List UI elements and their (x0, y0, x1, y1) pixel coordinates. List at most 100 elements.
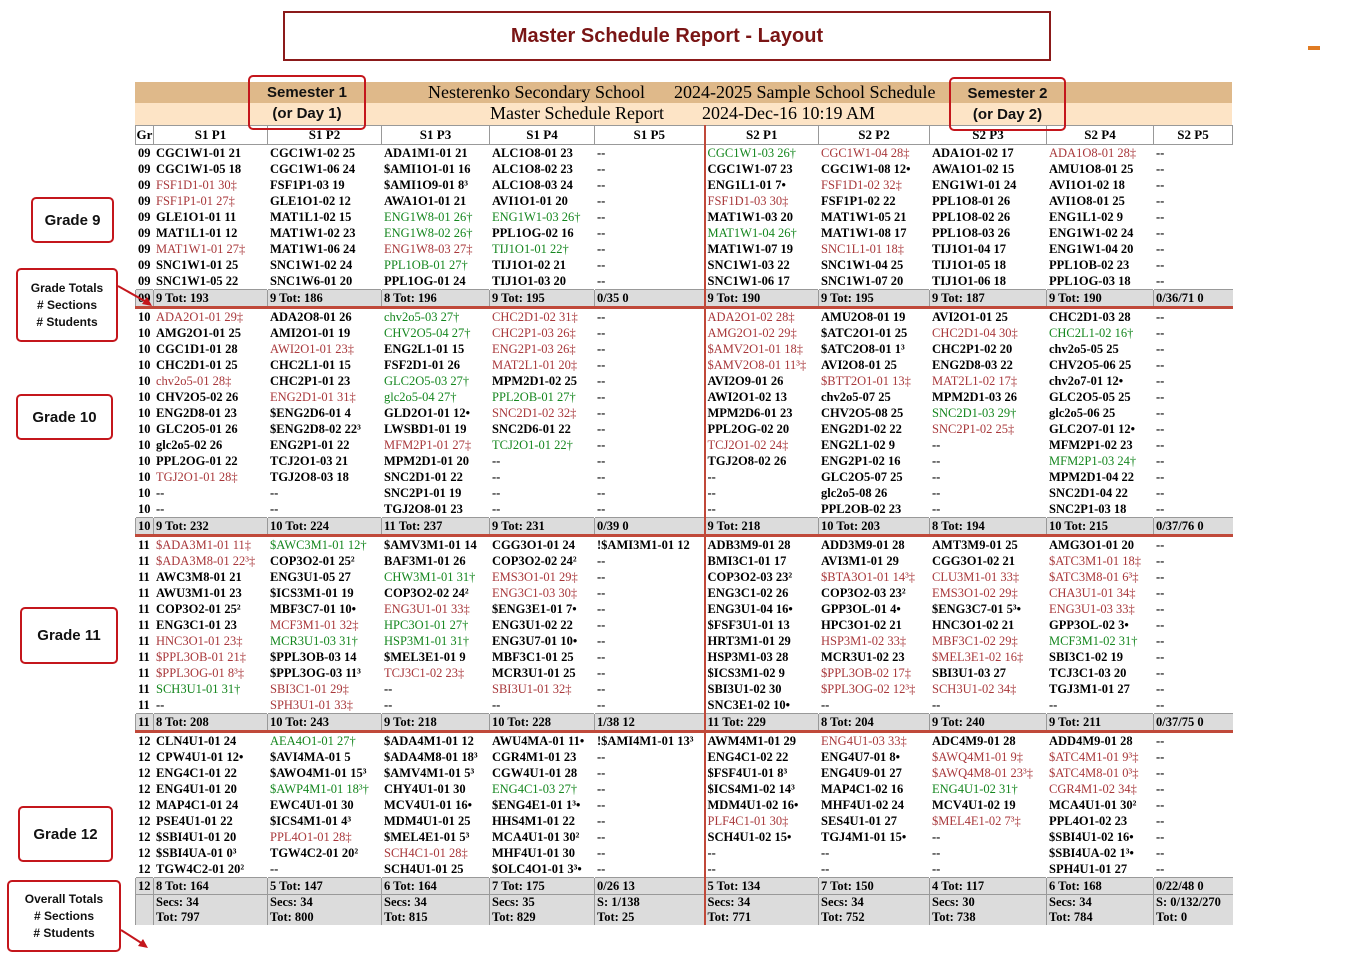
section-cell: $PPL3OB-02 17‡ (821, 666, 911, 680)
section-cell: TCJ3C1-02 23‡ (384, 666, 465, 680)
section-cell: SBI3C1-02 19 (1049, 650, 1123, 664)
table-row: 09 SNC1W1-01 25 SNC1W1-02 24 PPL1OB-01 27† T… (136, 257, 1233, 273)
section-cell: TCJ2O1-02 24‡ (703, 437, 819, 453)
section-cell: $AWO4M1-01 15³ (270, 766, 367, 780)
section-cell: SNC2P1-02 25‡ (932, 422, 1015, 436)
grade-cell: 09 (138, 274, 151, 288)
section-cell: PPL1OB-02 23 (1049, 258, 1130, 272)
table-row: 11 $ADA3M1-01 11‡ $AWC3M1-01 12† $AMV3M1-01… (136, 535, 1233, 553)
section-cell: AVI1O8-01 25 (1049, 194, 1125, 208)
schedule-table: Gr S1 P1 S1 P2 S1 P3 S1 P4 S1 P5 S2 P1 S2 P2 S2 … (135, 125, 1233, 925)
section-cell: -- (597, 666, 606, 680)
section-cell: HSP3M1-03 28 (703, 649, 819, 665)
section-cell: -- (1156, 422, 1165, 436)
column-header-s1-p2: S1 P2 (267, 125, 382, 145)
overall-total-cell: S: 1/138 Tot: 25 (594, 894, 705, 925)
table-row: 12 ENG4U1-01 20 $AWP4M1-01 18³† CHY4U1-01 3… (136, 781, 1233, 797)
section-cell: PPL1O8-03 26 (932, 226, 1011, 240)
total-cell: 0/37/76 0 (1153, 517, 1233, 537)
section-cell: -- (597, 438, 606, 452)
overall-total-cell: Secs: 35 Tot: 829 (489, 894, 595, 925)
section-cell: TCJ2O1-01 22† (492, 438, 573, 452)
section-cell: AWM4M1-01 29 (703, 731, 819, 749)
section-cell: chv2o5-05 25 (1049, 342, 1119, 356)
overall-total-cell: S: 0/132/270 Tot: 0 (1153, 894, 1233, 925)
table-row: 09 FSF1D1-01 30‡ FSF1P1-03 19 $AMI1O9-01 8³… (136, 177, 1233, 193)
section-cell: CGC1W1-04 28‡ (821, 146, 910, 160)
section-cell: MCV4U1-01 16• (384, 798, 473, 812)
semester-1-sublabel: (or Day 1) (272, 104, 342, 122)
sections-count: Secs: 34 (707, 895, 751, 909)
section-cell: FSF1P1-02 22 (821, 194, 896, 208)
sections-count: S: 0/132/270 (1156, 895, 1221, 909)
grade-totals-students: # Students (36, 314, 98, 329)
section-cell: $OLC4O1-01 3³• (492, 862, 582, 876)
table-row: 11 AWU3M1-01 23 $ICS3M1-01 19 COP3O2-02 24²… (136, 585, 1233, 601)
grade-cell: 10 (138, 422, 151, 436)
table-row: 09 FSF1P1-01 27‡ GLE1O1-02 12 AWA1O1-01 21 A… (136, 193, 1233, 209)
section-cell: TCJ2O1-03 21 (270, 454, 349, 468)
section-cell: -- (1156, 178, 1165, 192)
section-cell: FSF2D1-01 26 (384, 358, 461, 372)
section-cell: -- (270, 862, 279, 876)
section-cell: ENG2D1-02 22 (821, 422, 902, 436)
report-name: Master Schedule Report (490, 103, 664, 123)
section-cell: -- (597, 586, 606, 600)
section-cell: $MEL4E1-01 5³ (384, 830, 470, 844)
section-cell: -- (597, 634, 606, 648)
section-cell: $ATC4M1-01 9³‡ (1049, 750, 1139, 764)
section-cell: glc2o5-04 27† (384, 390, 457, 404)
section-cell: -- (1156, 782, 1165, 796)
section-cell: $MEL4E1-02 7³‡ (932, 814, 1021, 828)
section-cell: $AMV3M1-01 14 (384, 538, 477, 552)
column-header-gr: Gr (135, 125, 154, 145)
section-cell: -- (1156, 734, 1165, 748)
section-cell: FSF1D1-02 32‡ (821, 178, 902, 192)
grade-cell: 09 (138, 242, 151, 256)
section-cell: CHV2O5-08 25 (821, 406, 904, 420)
section-cell: SNC1W6-01 20 (270, 274, 353, 288)
section-cell: CHC2D1-02 31‡ (492, 310, 578, 324)
sections-count: Secs: 34 (384, 895, 427, 909)
section-cell: $PPL3OG-02 12³‡ (821, 682, 916, 696)
section-cell: TGW4C2-01 20² (156, 862, 245, 876)
grade-cell: 11 (138, 586, 150, 600)
section-cell: -- (597, 602, 606, 616)
students-total: Tot: 784 (1049, 910, 1093, 924)
section-cell: $SBI4UA-01 0³ (156, 846, 237, 860)
section-cell: -- (597, 618, 606, 632)
section-cell: CHC2P1-01 23 (270, 374, 351, 388)
grade-cell: 12 (138, 830, 151, 844)
section-cell: -- (1156, 682, 1165, 696)
section-cell: MPM2D1-04 22 (1049, 470, 1135, 484)
section-cell: MHF4U1-02 24 (821, 798, 904, 812)
section-cell: $ENG3C7-01 5³• (932, 602, 1022, 616)
grade-cell: 09 (138, 210, 151, 224)
section-cell: -- (597, 342, 606, 356)
grade-11-callout: Grade 11 (20, 607, 118, 664)
section-cell: $ATC3M1-01 18‡ (1049, 554, 1142, 568)
total-cell: 9 Tot: 186 (267, 289, 382, 309)
section-cell: ADA2O8-01 26 (270, 310, 352, 324)
section-cell: MDM4U1-02 16• (703, 797, 819, 813)
section-cell: MCR3U1-03 31† (270, 634, 358, 648)
section-cell: MBF3C7-01 10• (270, 602, 356, 616)
overall-total-cell: Secs: 34 Tot: 752 (818, 894, 930, 925)
section-cell: $ICS4M1-02 14³ (703, 781, 819, 797)
section-cell: ENG4C1-01 22 (156, 766, 237, 780)
table-row: 11 -- SPH3U1-01 33‡ -- -- -- SNC3E1-02 10• -- --… (136, 697, 1233, 714)
semester-2-sublabel: (or Day 2) (972, 106, 1043, 123)
section-cell: ENG3U1-05 27 (270, 570, 351, 584)
section-cell: FSF1D1-01 30‡ (156, 178, 237, 192)
total-cell: 0/39 0 (594, 517, 705, 537)
total-cell: 9 Tot: 231 (489, 517, 595, 537)
section-cell: GLD2O1-01 12• (384, 406, 470, 420)
section-cell: -- (1156, 162, 1165, 176)
overall-totals-callout: Overall Totals # Sections # Students (7, 880, 121, 952)
column-header-row: Gr S1 P1 S1 P2 S1 P3 S1 P4 S1 P5 S2 P1 S2 P2 S2 … (135, 125, 1233, 145)
section-cell: -- (1156, 146, 1165, 160)
section-cell: $ICS3M1-01 19 (270, 586, 354, 600)
section-cell: -- (1156, 618, 1165, 632)
total-cell: 9 Tot: 193 (153, 289, 268, 309)
table-row: 09 MAT1L1-01 12 MAT1W1-02 23 ENG1W8-02 26† P… (136, 225, 1233, 241)
